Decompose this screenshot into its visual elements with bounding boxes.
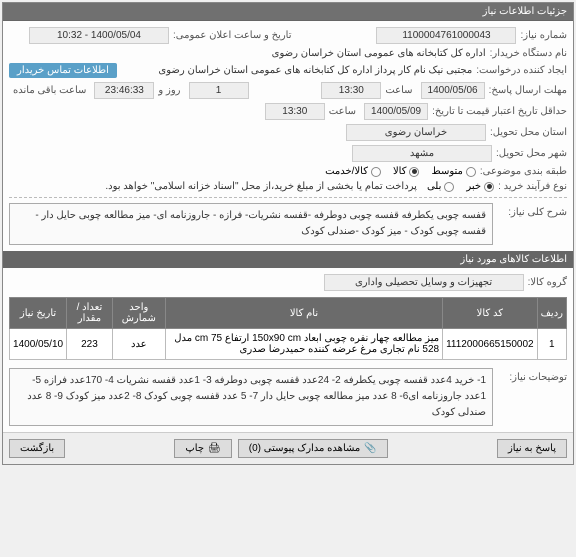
row-group: گروه کالا: تجهیزات و وسایل تحصیلی واداری xyxy=(9,272,567,293)
col-code: کد کالا xyxy=(443,298,538,329)
group-value: تجهیزات و وسایل تحصیلی واداری xyxy=(324,274,524,291)
need-no-value: 1100004761000043 xyxy=(376,27,516,44)
remaining-label: ساعت باقی مانده xyxy=(13,85,86,96)
row-process: نوع فرآیند خرید : خبر بلی پرداخت تمام یا… xyxy=(9,179,567,194)
remaining-days: 1 xyxy=(189,82,249,99)
radio-no[interactable]: خبر xyxy=(466,181,494,192)
radio-service[interactable]: کالا/خدمت xyxy=(325,166,381,177)
validity-label: حداقل تاریخ اعتبار قیمت تا تاریخ: xyxy=(432,106,567,117)
cell-name: میز مطالعه چهار نفره چوبی ابعاد 150x90 c… xyxy=(165,329,442,360)
contact-badge[interactable]: اطلاعات تماس خریدار xyxy=(9,63,117,78)
cell-code: 1112000665150002 xyxy=(443,329,538,360)
row-province: استان محل تحویل: خراسان رضوی xyxy=(9,122,567,143)
cell-unit: عدد xyxy=(112,329,165,360)
need-no-label: شماره نیاز: xyxy=(520,30,567,41)
col-unit: واحد شمارش xyxy=(112,298,165,329)
province-value: خراسان رضوی xyxy=(346,124,486,141)
process-label: نوع فرآیند خرید : xyxy=(498,181,567,192)
unit-radio-group: متوسط کالا کالا/خدمت xyxy=(325,166,476,177)
items-table: ردیف کد کالا نام کالا واحد شمارش تعداد /… xyxy=(9,297,567,360)
deadline-label: مهلت ارسال پاسخ: xyxy=(489,85,567,96)
panel-title: جزئیات اطلاعات نیاز xyxy=(3,3,573,21)
col-name: نام کالا xyxy=(165,298,442,329)
col-row: ردیف xyxy=(537,298,566,329)
creator-label: ایجاد کننده درخواست: xyxy=(476,65,567,76)
answer-button[interactable]: پاسخ به نیاز xyxy=(497,439,567,458)
table-header-row: ردیف کد کالا نام کالا واحد شمارش تعداد /… xyxy=(10,298,567,329)
row-deadline: مهلت ارسال پاسخ: 1400/05/06 ساعت 13:30 1… xyxy=(9,80,567,101)
notes-label: توضیحات نیاز: xyxy=(497,368,567,383)
remaining-time: 23:46:33 xyxy=(94,82,154,99)
desc-label: شرح کلی نیاز: xyxy=(497,203,567,218)
process-note: پرداخت تمام یا بخشی از مبلغ خرید،از محل … xyxy=(105,181,417,192)
footer-bar: پاسخ به نیاز 📎 مشاهده مدارک پیوستی (0) 🖨… xyxy=(3,432,573,464)
deadline-date: 1400/05/06 xyxy=(421,82,485,99)
notes-text: 1- خرید 4عدد قفسه چوبی یکطرفه 2- 24عدد ق… xyxy=(9,368,493,426)
group-label: گروه کالا: xyxy=(528,277,567,288)
buyer-value: اداره کل کتابخانه های عمومی استان خراسان… xyxy=(272,48,486,59)
city-label: شهر محل تحویل: xyxy=(496,148,567,159)
desc-text: قفسه چوبی یکطرفه قفسه چوبی دوطرفه -قفسه … xyxy=(9,203,493,245)
col-qty: تعداد / مقدار xyxy=(67,298,113,329)
province-label: استان محل تحویل: xyxy=(490,127,567,138)
row-buyer: نام دستگاه خریدار: اداره کل کتابخانه های… xyxy=(9,46,567,61)
validity-time: 13:30 xyxy=(265,103,325,120)
row-creator: ایجاد کننده درخواست: مجتبی نیک نام کار پ… xyxy=(9,61,567,80)
radio-kala[interactable]: کالا xyxy=(393,166,420,177)
deadline-time-label: ساعت xyxy=(385,85,412,96)
buyer-label: نام دستگاه خریدار: xyxy=(490,48,567,59)
validity-time-label: ساعت xyxy=(329,106,356,117)
unit-label: طبقه بندی موضوعی: xyxy=(480,166,567,177)
need-details-panel: جزئیات اطلاعات نیاز شماره نیاز: 11000047… xyxy=(2,2,574,465)
divider xyxy=(9,197,567,198)
row-need-no: شماره نیاز: 1100004761000043 تاریخ و ساع… xyxy=(9,25,567,46)
cell-date: 1400/05/10 xyxy=(10,329,67,360)
attachments-label: مشاهده مدارک پیوستی (0) xyxy=(249,443,361,454)
row-notes: توضیحات نیاز: 1- خرید 4عدد قفسه چوبی یکط… xyxy=(9,366,567,428)
cell-qty: 223 xyxy=(67,329,113,360)
panel-body: شماره نیاز: 1100004761000043 تاریخ و ساع… xyxy=(3,21,573,251)
radio-middle[interactable]: متوسط xyxy=(431,166,475,177)
row-city: شهر محل تحویل: مشهد xyxy=(9,143,567,164)
back-button[interactable]: بازگشت xyxy=(9,439,65,458)
attachments-button[interactable]: 📎 مشاهده مدارک پیوستی (0) xyxy=(238,439,388,458)
day-label: روز و xyxy=(158,85,180,96)
col-date: تاریخ نیاز xyxy=(10,298,67,329)
radio-yes[interactable]: بلی xyxy=(427,181,454,192)
row-validity: حداقل تاریخ اعتبار قیمت تا تاریخ: 1400/0… xyxy=(9,101,567,122)
announce-value: 1400/05/04 - 10:32 xyxy=(29,27,169,44)
deadline-time: 13:30 xyxy=(321,82,381,99)
items-body: گروه کالا: تجهیزات و وسایل تحصیلی واداری… xyxy=(3,268,573,432)
table-row: 1 1112000665150002 میز مطالعه چهار نفره … xyxy=(10,329,567,360)
city-value: مشهد xyxy=(352,145,492,162)
cell-row: 1 xyxy=(537,329,566,360)
announce-label: تاریخ و ساعت اعلان عمومی: xyxy=(173,30,292,41)
row-unit-type: طبقه بندی موضوعی: متوسط کالا کالا/خدمت xyxy=(9,164,567,179)
row-desc: شرح کلی نیاز: قفسه چوبی یکطرفه قفسه چوبی… xyxy=(9,201,567,247)
paperclip-icon: 📎 xyxy=(364,443,376,454)
print-label: چاپ xyxy=(185,443,204,454)
printer-icon: 🖨 xyxy=(208,443,221,454)
creator-value: مجتبی نیک نام کار پرداز اداره کل کتابخان… xyxy=(158,65,472,76)
process-radio-group: خبر بلی xyxy=(427,181,494,192)
items-section-header: اطلاعات کالاهای مورد نیاز xyxy=(3,251,573,268)
print-button[interactable]: 🖨 چاپ xyxy=(174,439,231,458)
validity-date: 1400/05/09 xyxy=(364,103,428,120)
